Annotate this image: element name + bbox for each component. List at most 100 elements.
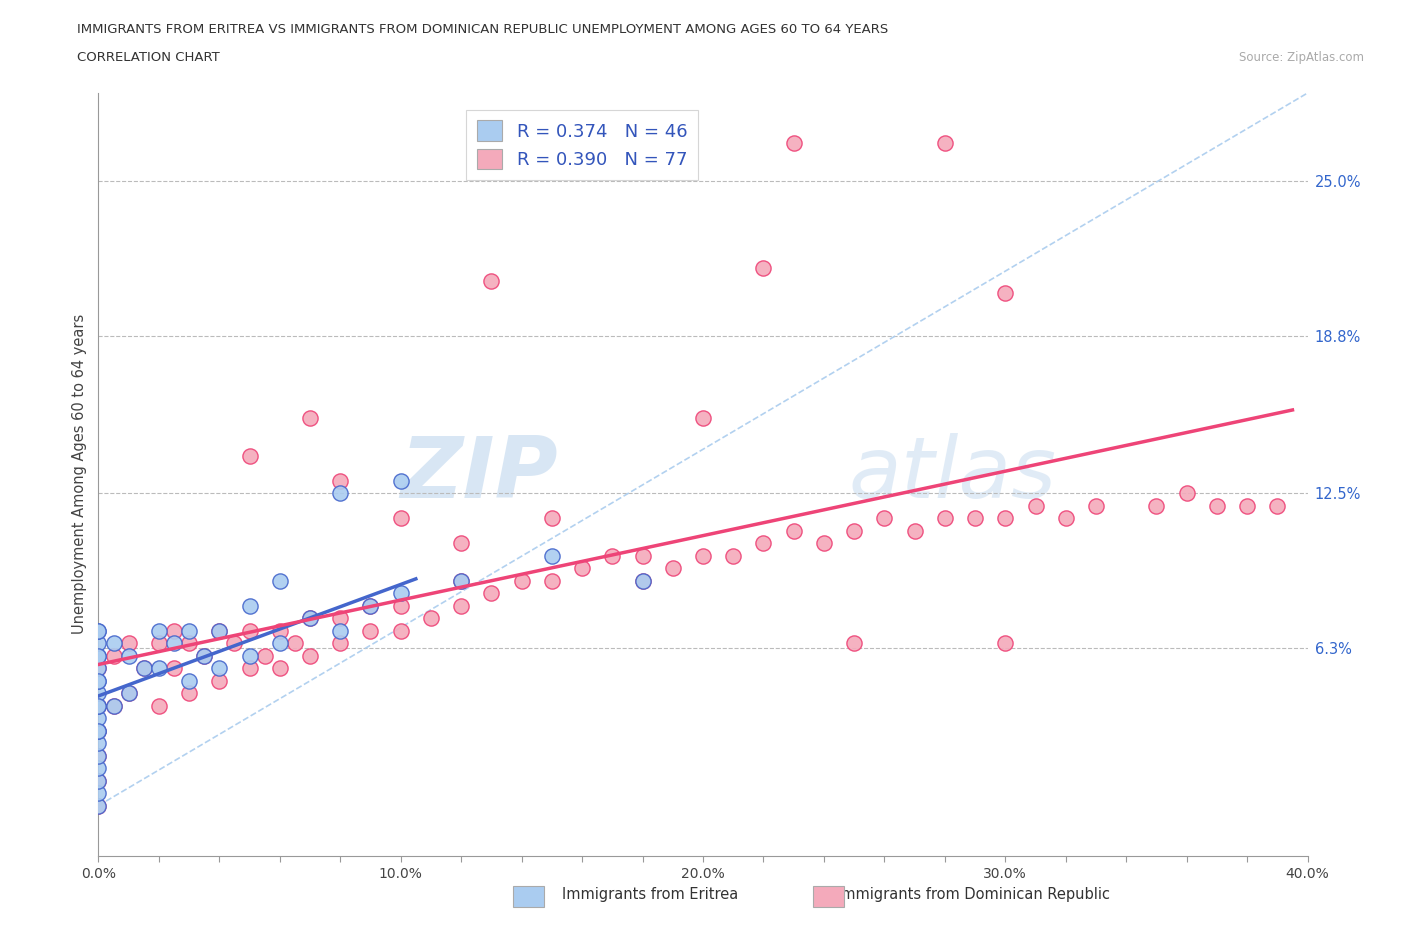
Point <box>118 635 141 650</box>
Point <box>752 536 775 551</box>
Point <box>87 773 110 788</box>
Point <box>631 573 654 588</box>
Point <box>450 573 472 588</box>
Point <box>87 798 110 813</box>
Point <box>783 136 806 151</box>
Point <box>87 660 110 675</box>
Point <box>253 648 276 663</box>
Point <box>360 598 382 613</box>
Y-axis label: Unemployment Among Ages 60 to 64 years: Unemployment Among Ages 60 to 64 years <box>72 314 87 634</box>
Text: IMMIGRANTS FROM ERITREA VS IMMIGRANTS FROM DOMINICAN REPUBLIC UNEMPLOYMENT AMONG: IMMIGRANTS FROM ERITREA VS IMMIGRANTS FR… <box>77 23 889 36</box>
Point <box>224 635 246 650</box>
Point <box>103 698 125 713</box>
Point <box>994 511 1017 525</box>
Point <box>299 611 322 626</box>
Point <box>87 711 110 725</box>
Point <box>148 698 170 713</box>
Point <box>481 586 503 601</box>
Text: ZIP: ZIP <box>401 432 558 516</box>
Point <box>87 786 110 801</box>
Point <box>1144 498 1167 513</box>
Point <box>269 573 291 588</box>
Text: atlas: atlas <box>848 432 1056 516</box>
Point <box>540 511 562 525</box>
Point <box>239 598 262 613</box>
Point <box>904 523 927 538</box>
Point <box>239 660 262 675</box>
Text: Immigrants from Eritrea: Immigrants from Eritrea <box>562 887 738 902</box>
Point <box>132 660 155 675</box>
Point <box>163 623 186 638</box>
Text: CORRELATION CHART: CORRELATION CHART <box>77 51 221 64</box>
Point <box>87 698 110 713</box>
Point <box>329 635 352 650</box>
Legend: R = 0.374   N = 46, R = 0.390   N = 77: R = 0.374 N = 46, R = 0.390 N = 77 <box>465 110 699 180</box>
Point <box>208 660 231 675</box>
Point <box>1085 498 1108 513</box>
Point <box>329 611 352 626</box>
Point <box>179 635 201 650</box>
Point <box>389 598 412 613</box>
Point <box>510 573 533 588</box>
Point <box>389 586 412 601</box>
Point <box>571 561 593 576</box>
Point <box>269 635 291 650</box>
Point <box>329 485 352 500</box>
Point <box>148 635 170 650</box>
Point <box>179 673 201 688</box>
Point <box>87 724 110 738</box>
Point <box>163 660 186 675</box>
Point <box>269 623 291 638</box>
Point <box>1267 498 1289 513</box>
Point <box>360 623 382 638</box>
Point <box>1175 485 1198 500</box>
Point <box>87 761 110 776</box>
Point <box>450 536 472 551</box>
Point <box>329 473 352 488</box>
Point <box>208 623 231 638</box>
Point <box>87 685 110 700</box>
Point <box>783 523 806 538</box>
Point <box>450 598 472 613</box>
Point <box>631 573 654 588</box>
Point <box>844 523 866 538</box>
Point <box>148 623 170 638</box>
Point <box>87 724 110 738</box>
Point <box>1206 498 1229 513</box>
Point <box>103 648 125 663</box>
Point <box>1236 498 1258 513</box>
Point <box>87 648 110 663</box>
Point <box>602 548 624 563</box>
Text: Immigrants from Dominican Republic: Immigrants from Dominican Republic <box>837 887 1109 902</box>
Point <box>103 698 125 713</box>
Point <box>873 511 896 525</box>
Point <box>179 685 201 700</box>
Point <box>631 548 654 563</box>
Point <box>87 698 110 713</box>
Point <box>540 573 562 588</box>
Point <box>87 623 110 638</box>
Point <box>163 635 186 650</box>
Point <box>420 611 443 626</box>
Point <box>661 561 683 576</box>
Point <box>1054 511 1077 525</box>
Point <box>481 273 503 288</box>
Point <box>87 648 110 663</box>
Point <box>87 698 110 713</box>
Point <box>299 648 322 663</box>
Point <box>239 448 262 463</box>
Point <box>389 623 412 638</box>
Point <box>994 635 1017 650</box>
Point <box>208 673 231 688</box>
Point <box>360 598 382 613</box>
Text: Source: ZipAtlas.com: Source: ZipAtlas.com <box>1239 51 1364 64</box>
Point <box>193 648 215 663</box>
Point <box>329 623 352 638</box>
Point <box>239 623 262 638</box>
Point <box>148 660 170 675</box>
Point <box>87 673 110 688</box>
Point <box>450 573 472 588</box>
Point <box>1024 498 1046 513</box>
Point <box>269 660 291 675</box>
Point <box>389 473 412 488</box>
